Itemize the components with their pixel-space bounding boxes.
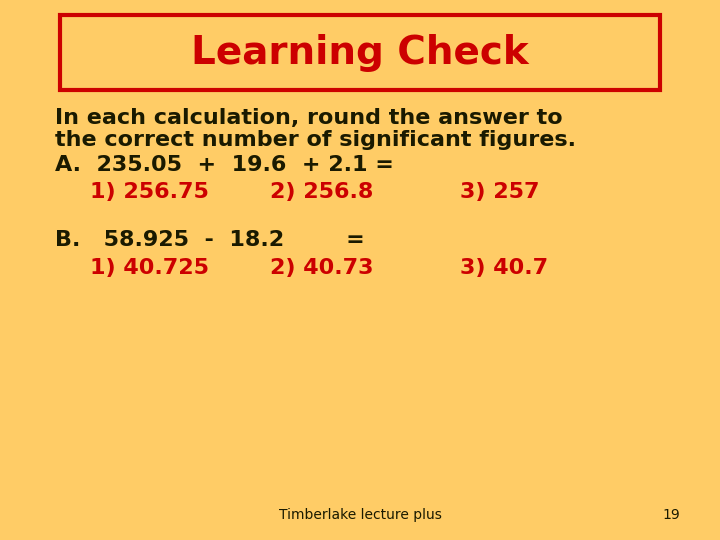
Text: 1) 40.725: 1) 40.725 [90, 258, 209, 278]
Text: B.   58.925  -  18.2        =: B. 58.925 - 18.2 = [55, 230, 365, 250]
Text: the correct number of significant figures.: the correct number of significant figure… [55, 130, 576, 150]
Text: 3) 40.7: 3) 40.7 [460, 258, 548, 278]
Text: 2) 256.8: 2) 256.8 [270, 182, 374, 202]
Text: Timberlake lecture plus: Timberlake lecture plus [279, 508, 441, 522]
Text: 19: 19 [662, 508, 680, 522]
Text: Learning Check: Learning Check [192, 33, 528, 71]
Text: 1) 256.75: 1) 256.75 [90, 182, 209, 202]
Text: 3) 257: 3) 257 [460, 182, 539, 202]
Bar [60, 15, 660, 90]
Text: In each calculation, round the answer to: In each calculation, round the answer to [55, 108, 562, 128]
Text: 2) 40.73: 2) 40.73 [270, 258, 374, 278]
Text: A.  235.05  +  19.6  + 2.1 =: A. 235.05 + 19.6 + 2.1 = [55, 155, 394, 175]
